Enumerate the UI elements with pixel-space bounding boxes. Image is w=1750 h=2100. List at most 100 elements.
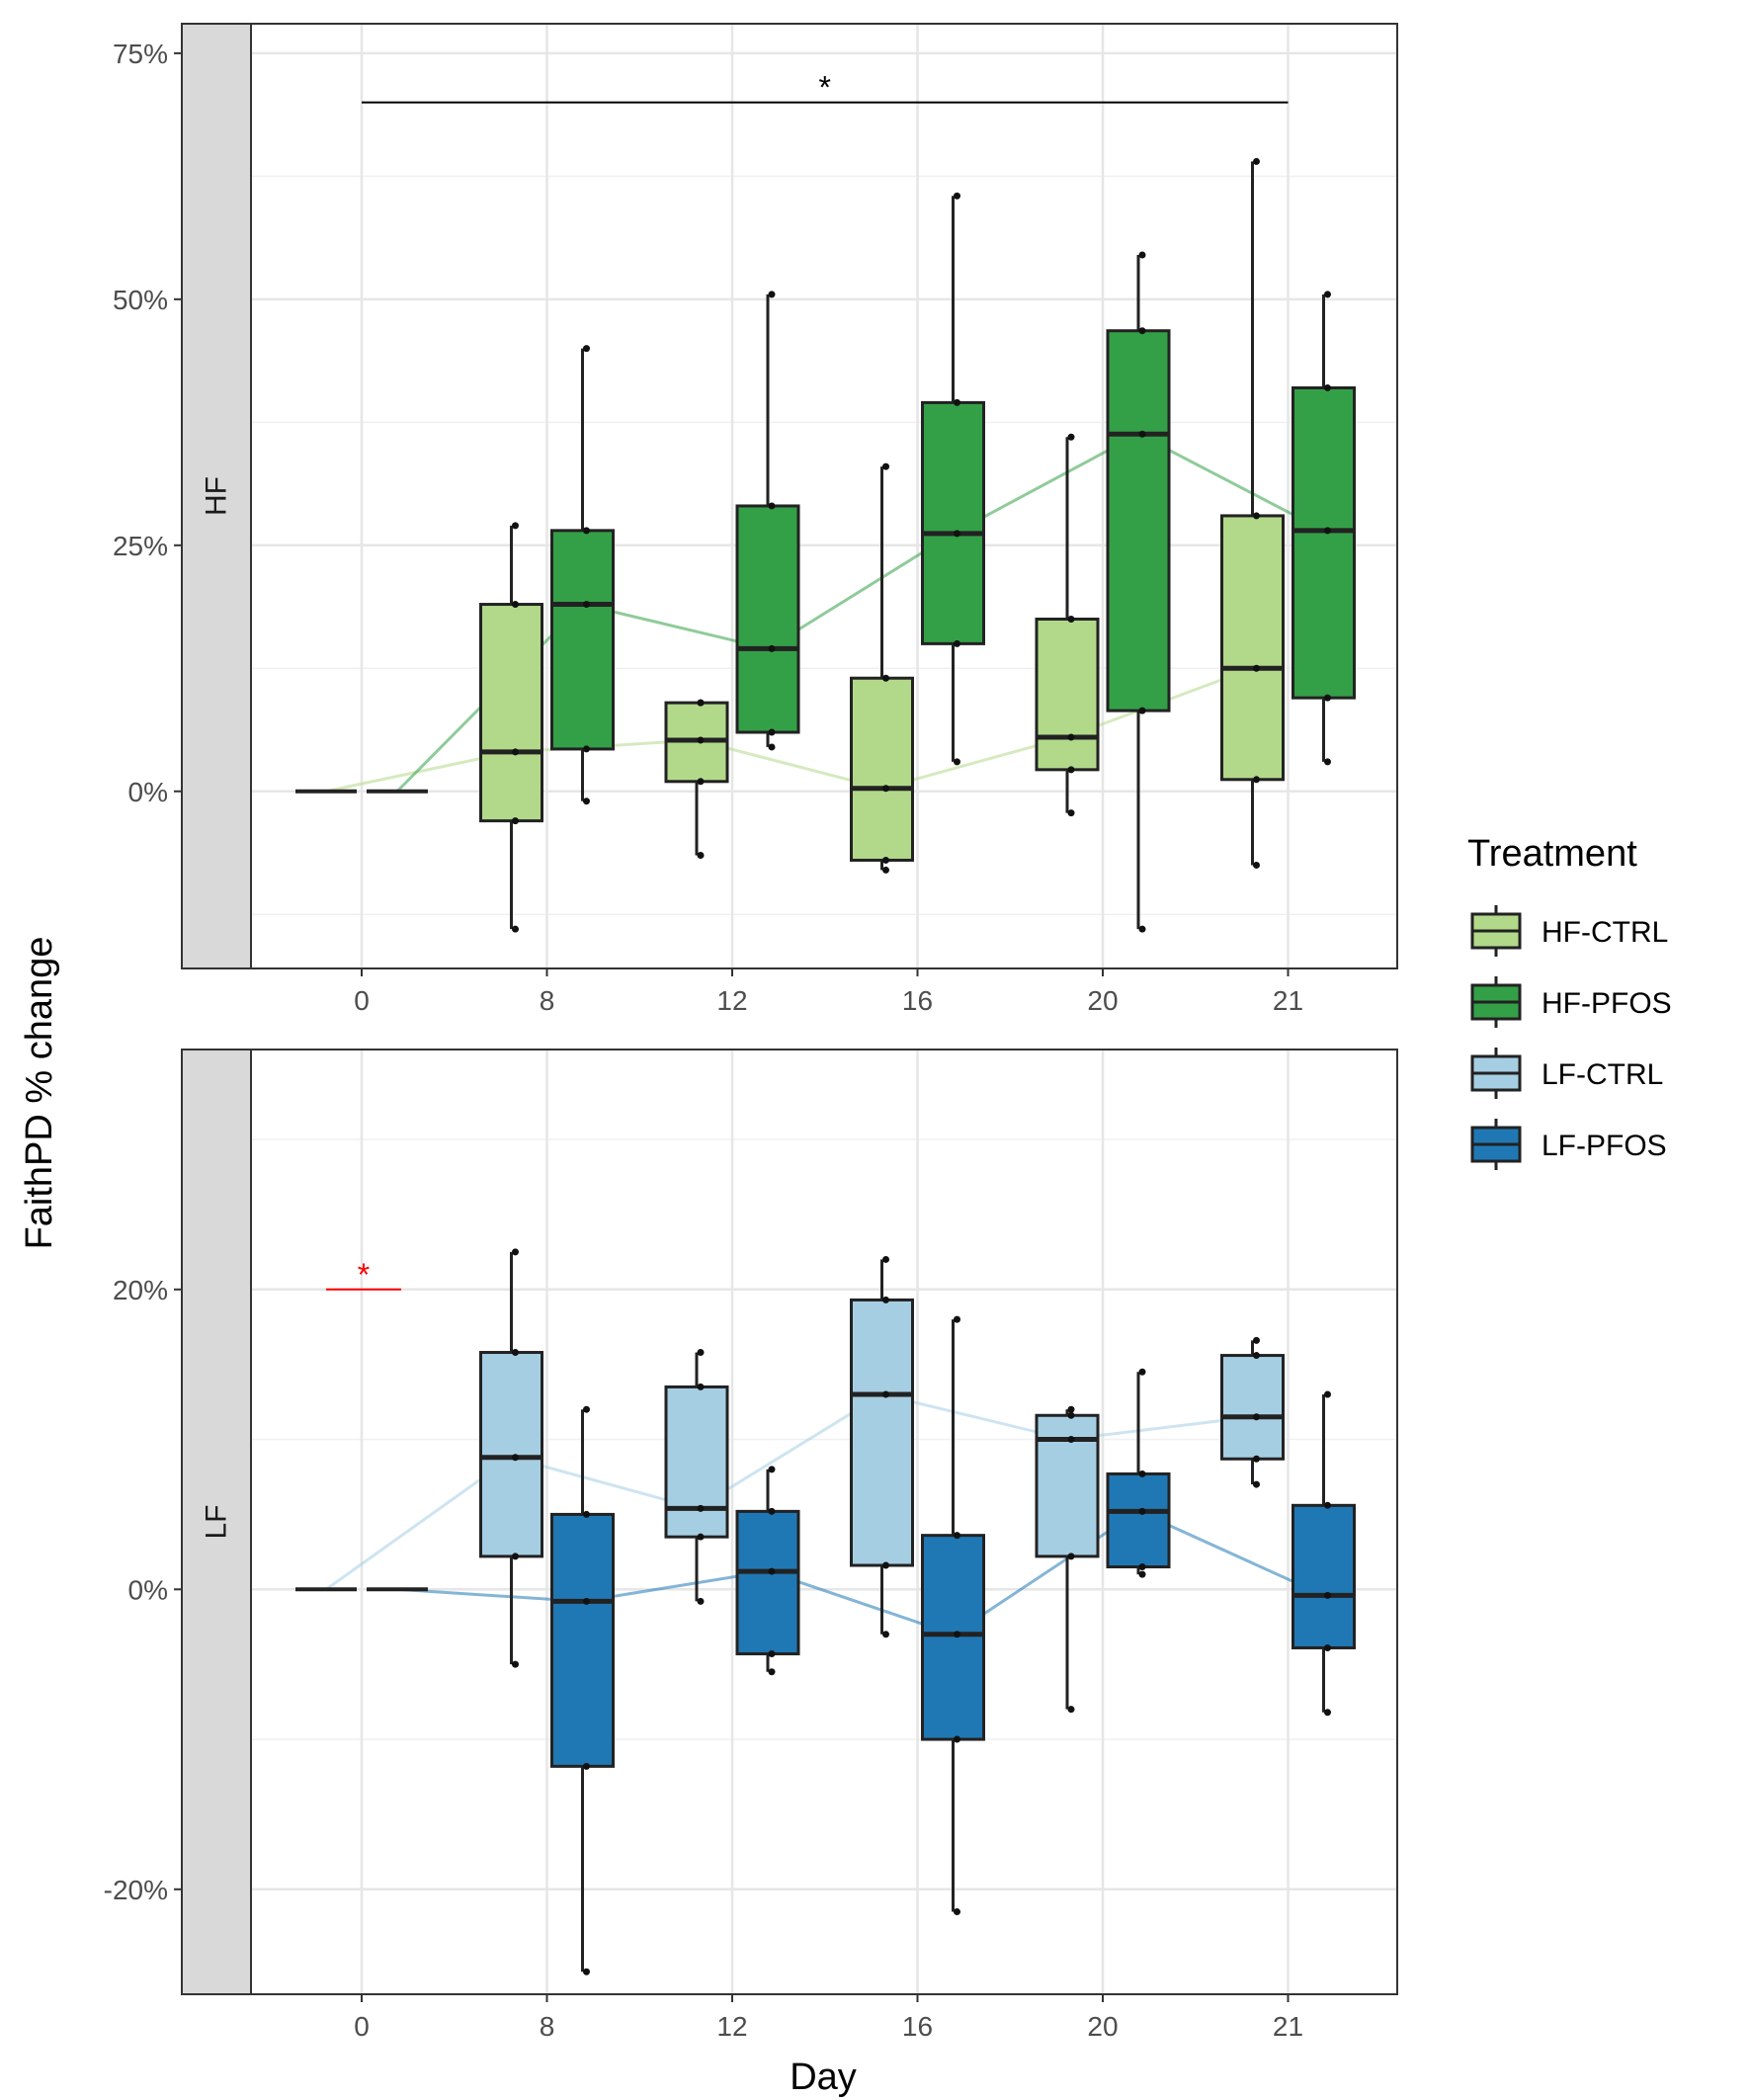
boxplot-lf-ctrl-day-16 xyxy=(850,1255,914,1638)
data-point xyxy=(1253,1455,1260,1463)
box xyxy=(1220,1354,1285,1461)
box xyxy=(735,1509,800,1656)
box xyxy=(1292,385,1356,700)
box xyxy=(921,1534,985,1741)
data-point xyxy=(1324,1709,1331,1717)
data-point xyxy=(1253,1352,1260,1360)
data-point xyxy=(768,1668,776,1676)
y-tick-label: 25% xyxy=(113,531,168,561)
data-point xyxy=(1253,1336,1260,1344)
data-point xyxy=(512,1248,519,1256)
boxplot-lf-pfos-day-8 xyxy=(550,1405,615,1975)
data-point xyxy=(1253,1480,1260,1488)
data-point xyxy=(583,1405,590,1413)
boxplot-lf-pfos-day-21 xyxy=(1292,1390,1356,1717)
data-point xyxy=(882,785,889,793)
data-point xyxy=(1253,776,1260,784)
legend-entry-lf-pfos: LF-PFOS xyxy=(1470,1119,1667,1170)
data-point xyxy=(954,1908,960,1916)
data-point xyxy=(882,462,889,470)
data-point xyxy=(1067,433,1075,441)
x-tick-label: 16 xyxy=(902,985,933,1016)
data-point xyxy=(1067,809,1075,817)
data-point xyxy=(768,502,776,510)
data-point xyxy=(697,851,705,859)
data-point xyxy=(583,745,590,753)
data-point xyxy=(954,758,960,766)
data-point xyxy=(882,674,889,682)
data-point xyxy=(954,398,960,406)
data-point xyxy=(1067,615,1075,623)
significance-label: * xyxy=(358,1257,370,1293)
boxplot-hf-pfos-day-20 xyxy=(1106,251,1171,933)
panel-background xyxy=(251,24,1397,968)
box xyxy=(1106,329,1171,713)
boxplot-hf-pfos-day-12 xyxy=(735,291,800,751)
data-point xyxy=(1324,1591,1331,1599)
data-point xyxy=(1324,1643,1331,1651)
data-point xyxy=(1138,707,1146,714)
data-point xyxy=(1138,327,1146,335)
data-point xyxy=(882,1561,889,1569)
boxplot-hf-ctrl-day-8 xyxy=(479,522,543,933)
y-tick-label: 75% xyxy=(113,39,168,69)
legend-label: HF-PFOS xyxy=(1542,987,1672,1020)
panel-hf: * HF 0% 25% 50% 75% 0 8 12 16 20 21 xyxy=(113,23,1398,1016)
data-point xyxy=(882,1255,889,1263)
strip-label: HF xyxy=(201,476,233,516)
x-tick-label: 21 xyxy=(1273,985,1303,1016)
legend-entry-hf-ctrl: HF-CTRL xyxy=(1470,905,1668,957)
boxplot-hf-ctrl-day-21 xyxy=(1220,157,1285,869)
x-tick-label: 8 xyxy=(540,2011,555,2042)
strip-background xyxy=(181,23,252,969)
data-point xyxy=(1067,1553,1075,1560)
data-point xyxy=(768,743,776,751)
data-point xyxy=(1138,1563,1146,1571)
data-point xyxy=(697,736,705,744)
boxplot-lf-pfos-day-16 xyxy=(921,1315,985,1916)
data-point xyxy=(697,1383,705,1390)
data-point xyxy=(1253,512,1260,520)
data-point xyxy=(1067,1405,1075,1413)
box xyxy=(1292,1503,1356,1649)
x-tick-label: 0 xyxy=(354,985,370,1016)
legend: Treatment HF-CTRL HF-PFOS LF-CTRL LF-PFOS xyxy=(1467,833,1672,1170)
boxplot-lf-pfos-day-20 xyxy=(1106,1368,1171,1578)
boxplot-lf-ctrl-day-12 xyxy=(664,1349,729,1605)
data-point xyxy=(512,1553,519,1560)
y-tick-label: 0% xyxy=(128,777,168,807)
data-point xyxy=(583,1762,590,1770)
y-axis-title: FaithPD % change xyxy=(19,937,60,1250)
data-point xyxy=(768,291,776,298)
panel-background xyxy=(251,1050,1397,1994)
box xyxy=(1035,617,1100,772)
data-point xyxy=(954,1315,960,1323)
data-point xyxy=(583,1510,590,1518)
data-point xyxy=(954,639,960,647)
legend-entry-hf-pfos: HF-PFOS xyxy=(1470,976,1672,1028)
data-point xyxy=(1324,527,1331,535)
box xyxy=(550,529,615,751)
data-point xyxy=(1324,291,1331,298)
box xyxy=(921,400,985,645)
x-tick-label: 16 xyxy=(902,2011,933,2042)
boxplot-hf-ctrl-day-12 xyxy=(664,699,729,859)
box xyxy=(1106,1471,1171,1569)
strip-background xyxy=(181,1049,252,1995)
panels-layer: * HF 0% 25% 50% 75% 0 8 12 16 20 21 * LF -20% 0% 20% 0 8 12… xyxy=(104,23,1398,2042)
data-point xyxy=(1324,758,1331,766)
data-point xyxy=(768,1507,776,1515)
data-point xyxy=(697,1597,705,1605)
data-point xyxy=(1138,430,1146,438)
data-point xyxy=(583,1968,590,1975)
data-point xyxy=(1067,733,1075,741)
panel-lf: * LF -20% 0% 20% 0 8 12 16 20 21 xyxy=(104,1049,1398,2042)
x-tick-label: 20 xyxy=(1087,2011,1118,2042)
data-point xyxy=(697,778,705,786)
box xyxy=(479,1351,543,1558)
data-point xyxy=(1253,1413,1260,1421)
x-tick-label: 12 xyxy=(716,985,747,1016)
x-tick-label: 8 xyxy=(540,985,555,1016)
y-tick-label: 20% xyxy=(113,1275,168,1305)
box xyxy=(479,603,543,823)
